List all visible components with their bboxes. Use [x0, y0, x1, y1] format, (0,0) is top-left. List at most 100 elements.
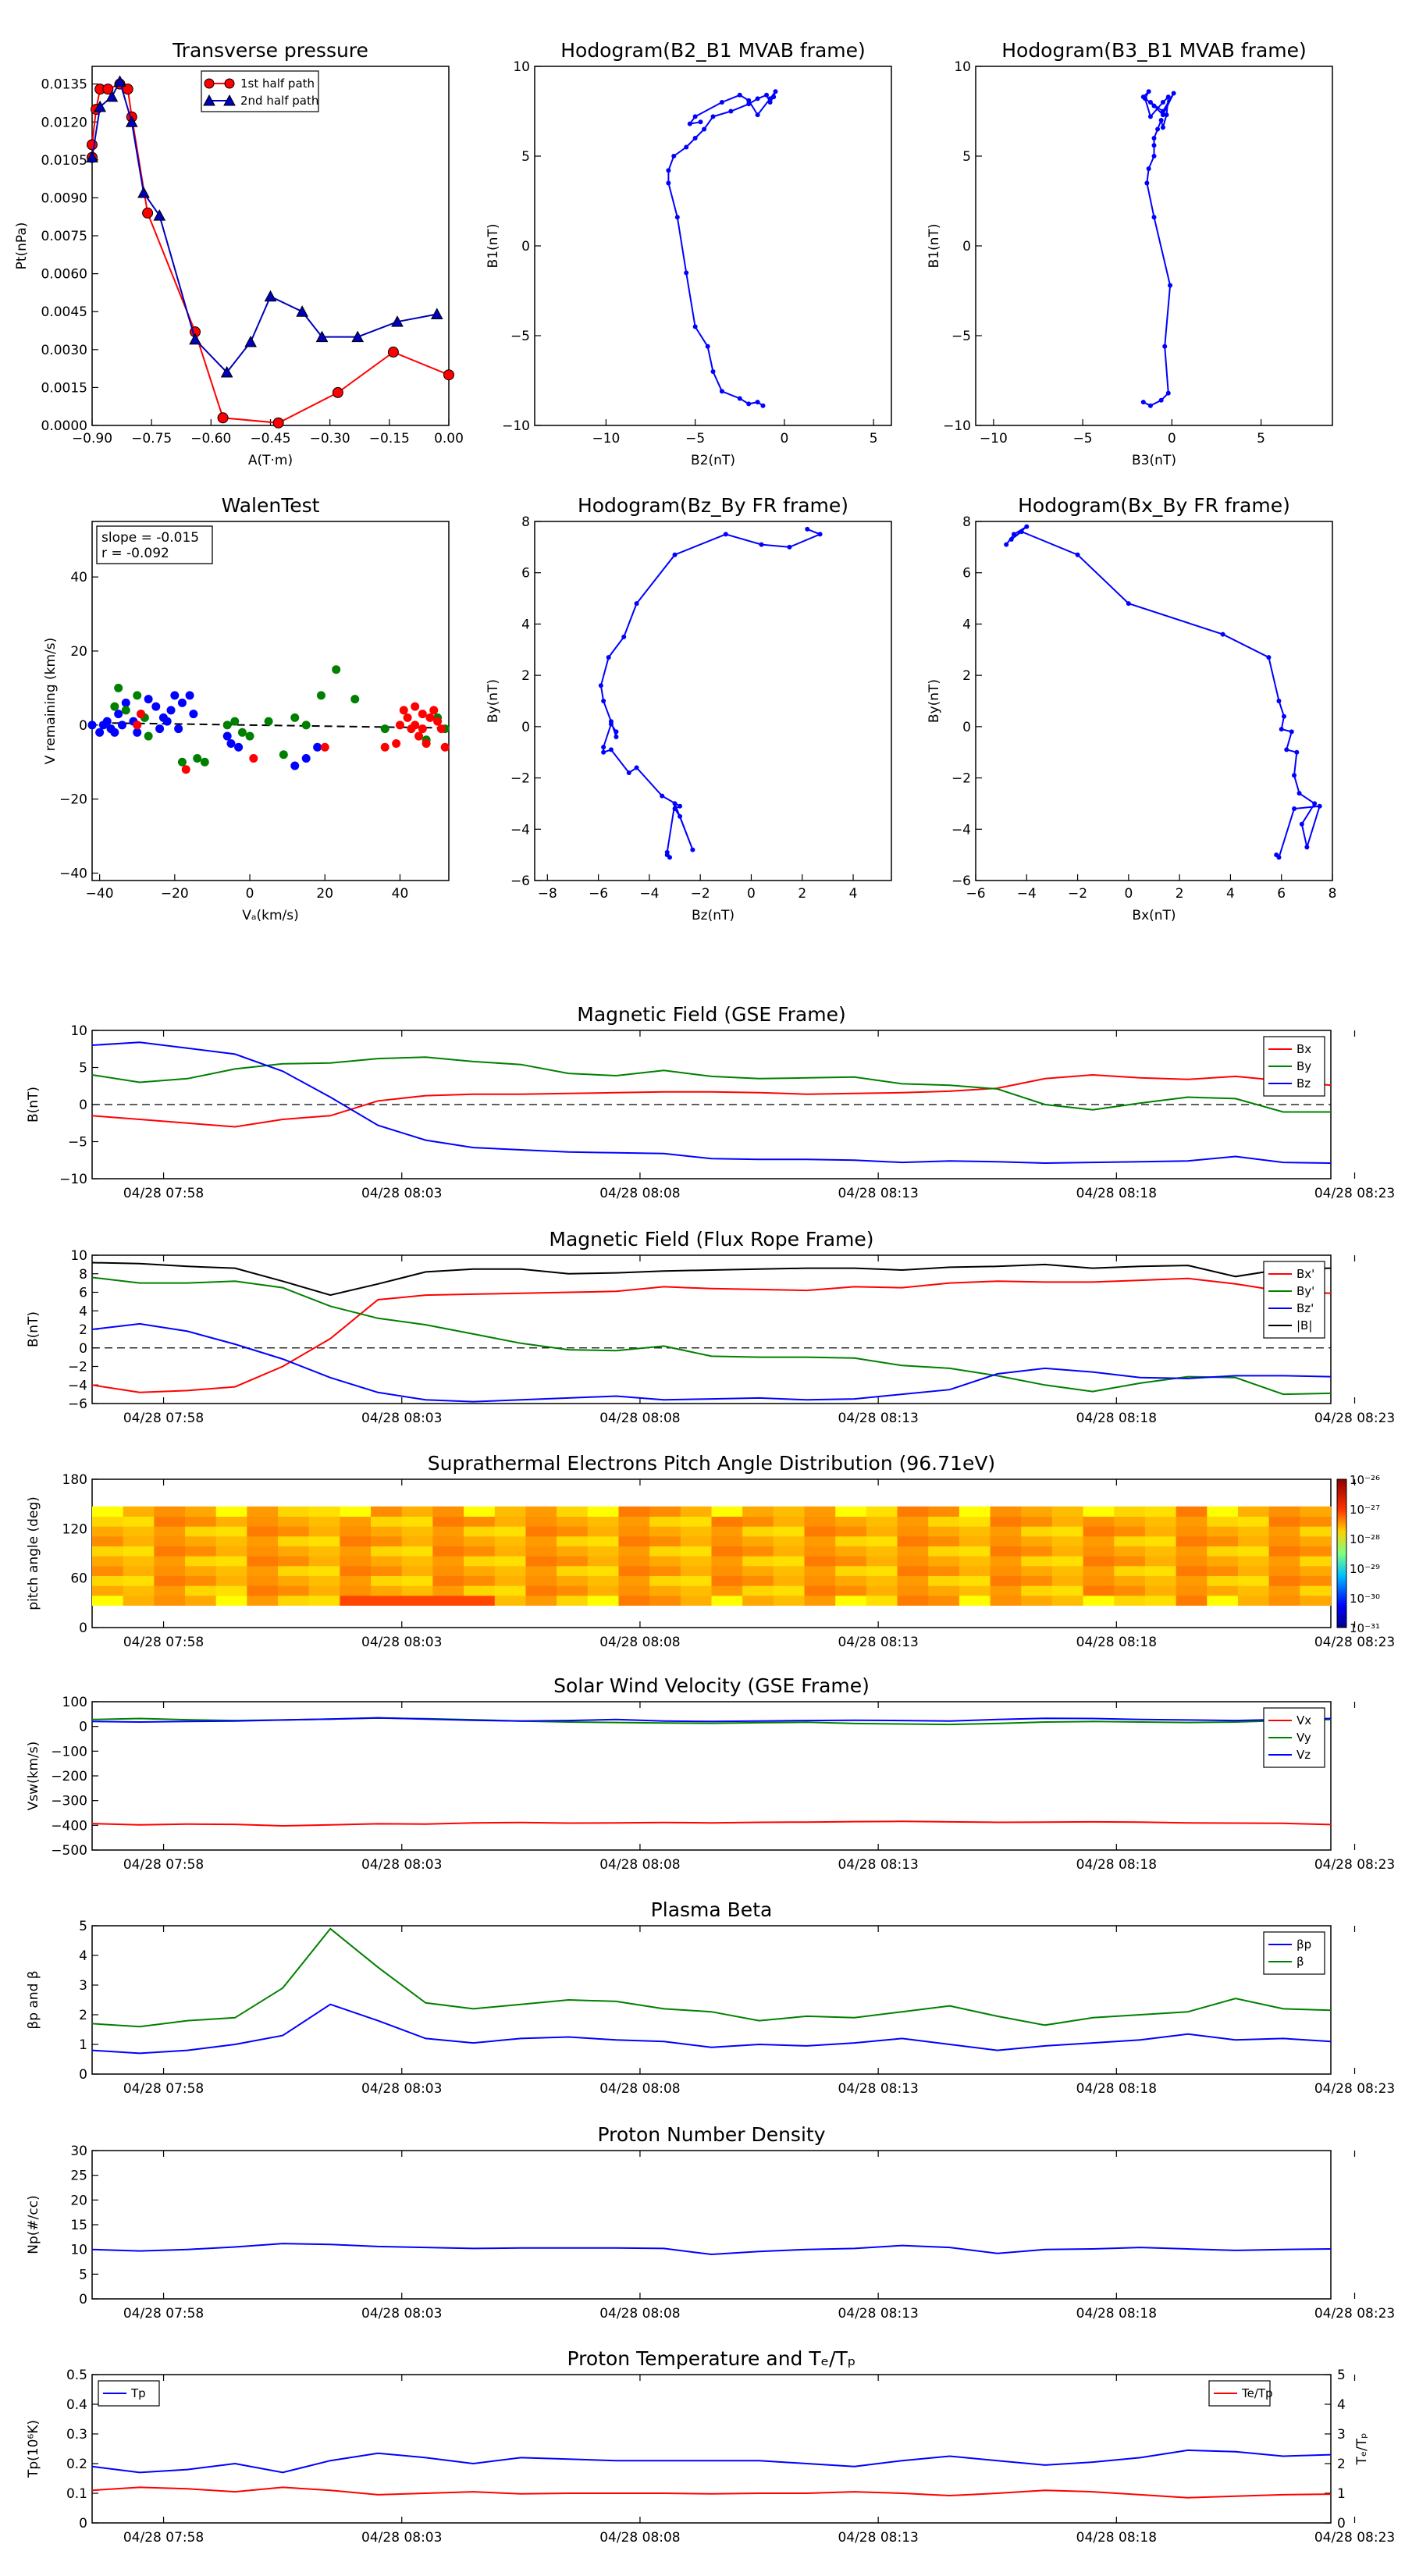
- mag_fr-ytick-label: 4: [79, 1304, 87, 1319]
- h31-point: [1147, 100, 1153, 105]
- walen-ytick-label: 40: [70, 570, 87, 585]
- walen-point: [200, 757, 209, 767]
- walen-point: [155, 724, 165, 734]
- pad-cell: [1144, 1535, 1177, 1546]
- mag_gse-ytick-label: −10: [59, 1172, 87, 1187]
- pad-cell: [215, 1556, 247, 1567]
- np-ytick-label: 20: [70, 2193, 87, 2208]
- hxy-point: [1284, 747, 1289, 753]
- pad-colorbar: [1336, 1478, 1347, 1628]
- pad-colorbar-label: 10⁻²⁹: [1350, 1562, 1380, 1576]
- h21-point: [702, 126, 707, 132]
- tp-legend-right: Te/Tp: [1208, 2380, 1273, 2407]
- pad-cell: [1176, 1556, 1208, 1567]
- vsw-series-line: [91, 1820, 1332, 1827]
- pad-cell: [1021, 1535, 1053, 1546]
- pad-cell: [401, 1535, 433, 1546]
- pt-xtick-label: −0.60: [190, 431, 231, 447]
- vsw-time-label: 04/28 08:23: [1314, 1857, 1395, 1873]
- h21-ytick-label: 0: [521, 239, 530, 254]
- pad-cell: [618, 1585, 650, 1596]
- pad-cell: [990, 1506, 1022, 1517]
- pad-cell: [432, 1506, 464, 1517]
- hzy-xtick-label: 0: [747, 886, 756, 902]
- pad-cell: [928, 1575, 960, 1586]
- pad-cell: [897, 1565, 929, 1576]
- pad-cell: [1114, 1565, 1146, 1576]
- mag_fr-time-label: 04/28 08:03: [361, 1411, 442, 1426]
- tp-plot-frame: [91, 2374, 1332, 2524]
- h31-point: [1160, 109, 1165, 114]
- pad-cell: [587, 1535, 619, 1546]
- walen-point: [249, 754, 258, 763]
- pad-cell: [432, 1556, 464, 1567]
- pad-cell: [649, 1575, 681, 1586]
- pad-cell: [1268, 1526, 1300, 1537]
- tp-y2label: Tₑ/Tₚ: [1354, 2433, 1370, 2466]
- pad-cell: [215, 1535, 247, 1546]
- pad-cell: [680, 1575, 712, 1586]
- pad-cell: [464, 1546, 496, 1557]
- beta-series-line: [91, 1927, 1332, 2028]
- pt-xtick-label: 0.00: [434, 431, 464, 447]
- hxy-title: Hodogram(Bx_By FR frame): [1018, 494, 1290, 517]
- hxy-point: [1312, 801, 1318, 806]
- hxy-xtick-label: 4: [1226, 886, 1235, 902]
- beta-time-label: 04/28 07:58: [123, 2081, 204, 2097]
- pad-cell: [494, 1506, 526, 1517]
- walen-point: [230, 717, 240, 726]
- h31-ytick-label: −5: [951, 329, 971, 344]
- pad-cell: [649, 1535, 681, 1546]
- hzy-point: [614, 735, 619, 739]
- pad-cell: [92, 1546, 124, 1557]
- hxy-ytick-label: −6: [951, 873, 971, 889]
- vsw-ytick-label: −100: [51, 1744, 87, 1759]
- pad-cell: [959, 1595, 991, 1606]
- pad-cell: [897, 1585, 929, 1596]
- mag_gse-ytick-label: 0: [79, 1098, 87, 1113]
- beta-legend-label: β: [1297, 1955, 1304, 1969]
- pad-colorbar-label: 10⁻³⁰: [1350, 1592, 1380, 1606]
- pt-point: [189, 333, 201, 345]
- pad-cell: [618, 1565, 650, 1576]
- pad-cell: [680, 1565, 712, 1576]
- hxy-ytick-label: −2: [951, 771, 971, 787]
- pad-cell: [711, 1595, 743, 1606]
- pad-cell: [866, 1565, 898, 1576]
- hzy-point: [621, 634, 627, 639]
- pad-cell: [773, 1506, 806, 1517]
- np-time-label: 04/28 08:13: [838, 2306, 918, 2322]
- pad-cell: [1021, 1556, 1053, 1567]
- pad-cell: [247, 1546, 279, 1557]
- h21-point: [746, 401, 752, 407]
- pad-cell: [1300, 1595, 1332, 1606]
- hxy-point: [1289, 729, 1294, 735]
- h21-ytick-label: −10: [502, 418, 530, 434]
- pad-cell: [618, 1546, 650, 1557]
- h31-point: [1140, 94, 1146, 100]
- pad-cell: [92, 1506, 124, 1517]
- hxy-xtick-label: 0: [1124, 886, 1133, 902]
- tp-ytick-label: 0.2: [66, 2457, 87, 2472]
- tp-time-label: 04/28 08:18: [1076, 2530, 1157, 2546]
- pad-cell: [742, 1595, 774, 1606]
- pad-cell: [587, 1575, 619, 1586]
- pad-cell: [1207, 1526, 1239, 1537]
- hxy-point: [1297, 791, 1302, 796]
- pad-cell: [1237, 1556, 1270, 1567]
- pad-cell: [1051, 1506, 1084, 1517]
- pad-cell: [278, 1556, 310, 1567]
- pad-cell: [371, 1546, 403, 1557]
- walen-point: [440, 742, 450, 752]
- hzy-point: [672, 801, 678, 806]
- hzy-point: [667, 855, 673, 860]
- np-chart: Proton Number Density 04/28 07:58 04/28 08…: [26, 2123, 1395, 2322]
- h31-point: [1146, 166, 1151, 172]
- hxy-series-line: [1005, 525, 1321, 859]
- pad-cell: [1207, 1575, 1239, 1586]
- hxy-ytick-label: 8: [962, 514, 971, 530]
- beta-ytick-label: 2: [79, 2008, 87, 2023]
- tp-ytick-label: 3: [1337, 2427, 1346, 2443]
- h31-ytick-label: −10: [943, 418, 971, 434]
- hzy-point: [787, 544, 792, 550]
